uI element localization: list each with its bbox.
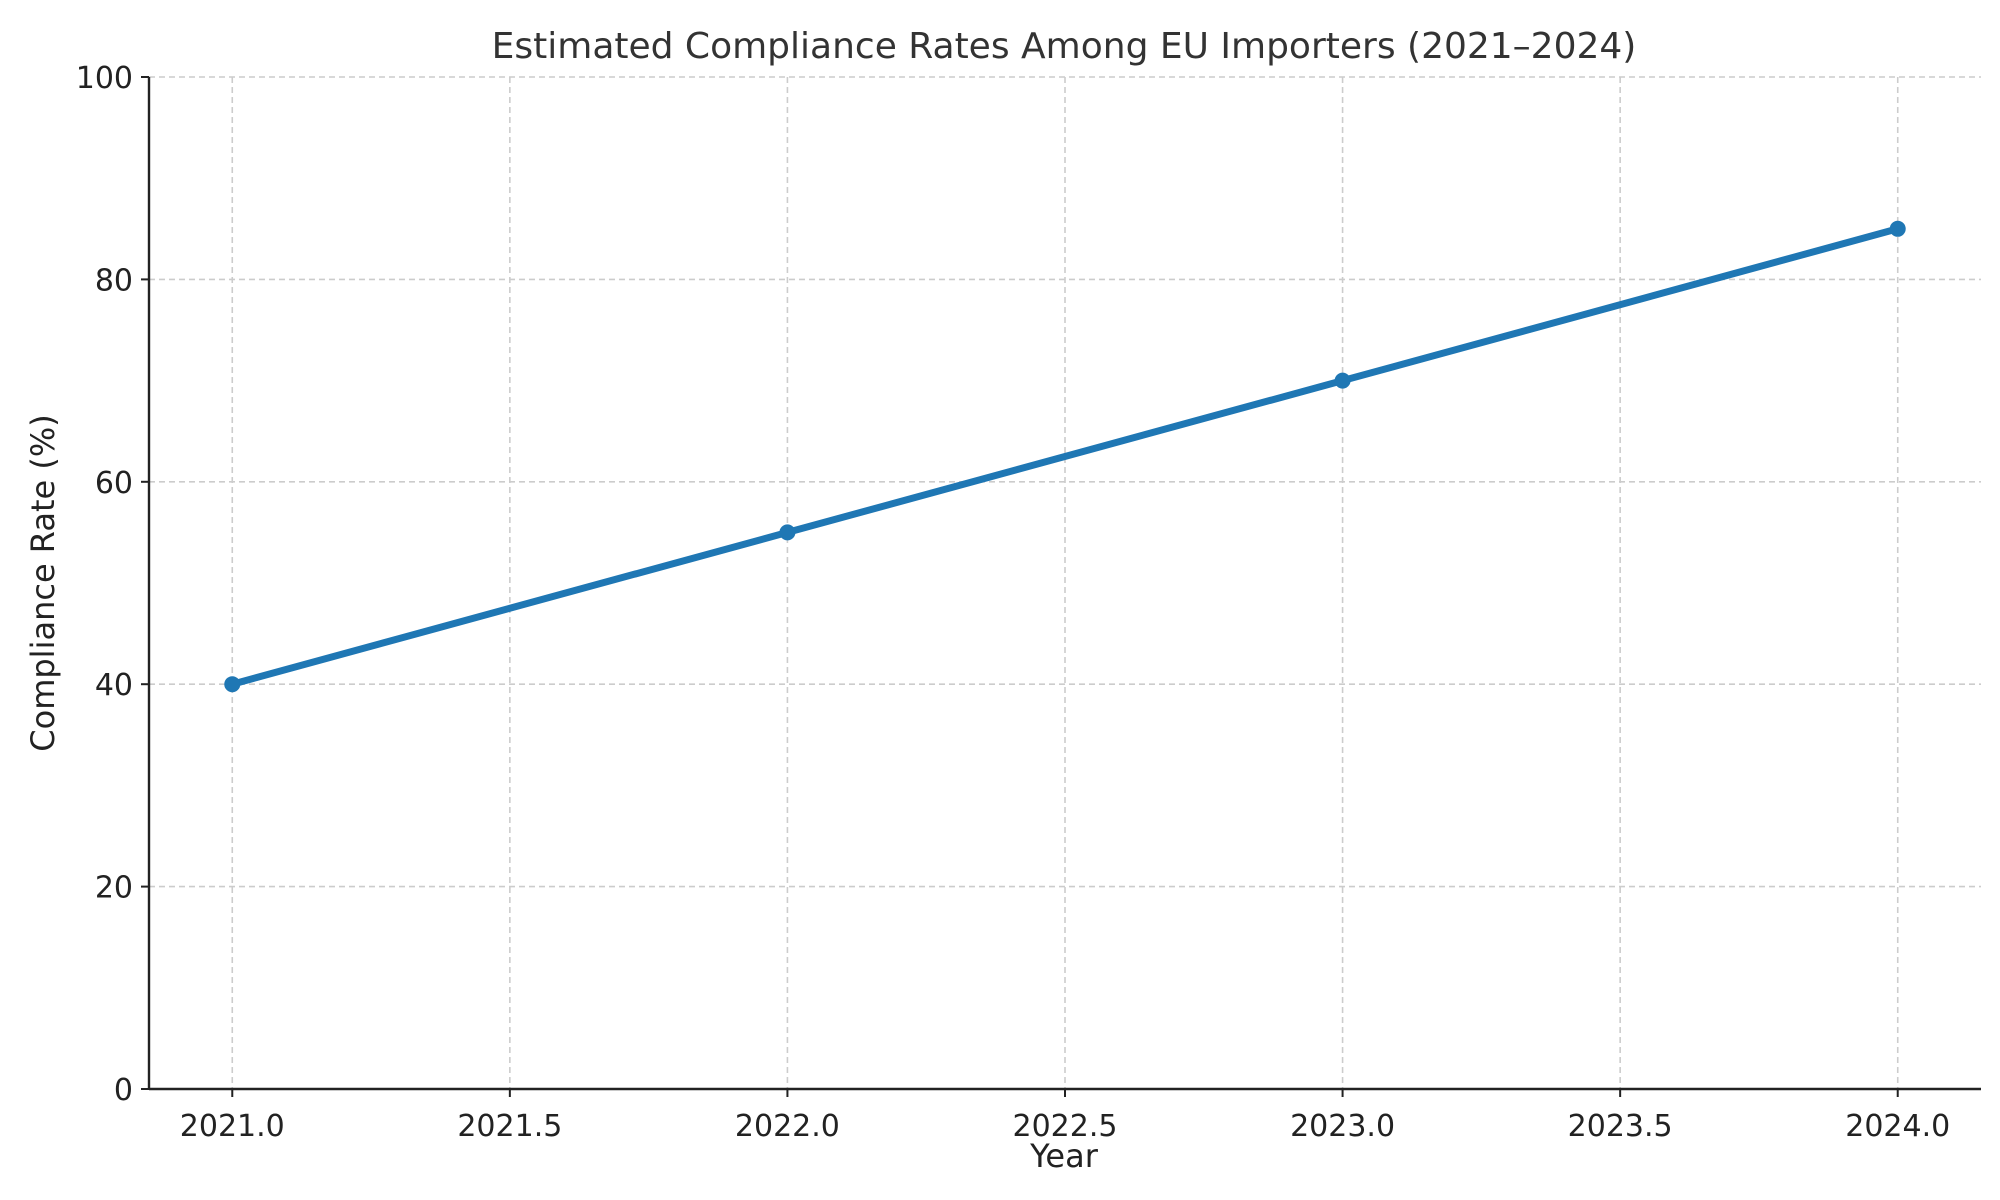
data-point [1334, 372, 1351, 389]
series-line [228, 225, 1902, 688]
data-point [224, 676, 241, 693]
data-point [779, 524, 796, 541]
x-tick-label: 2024.0 [1845, 1109, 1950, 1144]
y-tick-label: 20 [95, 871, 133, 906]
axis-ticks: 2021.0 2021.5 2022.0 2022.5 2023.0 2023.5 2024… [76, 61, 1950, 1144]
x-tick-label: 2022.0 [735, 1109, 840, 1144]
x-tick-label: 2021.0 [180, 1109, 285, 1144]
x-tick-label: 2023.5 [1568, 1109, 1673, 1144]
grid-layer [149, 76, 1981, 1089]
y-axis-label: Compliance Rate (%) [24, 414, 62, 751]
y-tick-label: 60 [95, 466, 133, 501]
y-tick-label: 100 [76, 61, 133, 96]
x-tick-label: 2021.5 [457, 1109, 562, 1144]
y-tick-label: 40 [95, 668, 133, 703]
x-tick-label: 2023.0 [1290, 1109, 1395, 1144]
chart-title: Estimated Compliance Rates Among EU Impo… [492, 26, 1637, 67]
x-tick-label: 2022.5 [1013, 1109, 1118, 1144]
y-tick-label: 0 [114, 1073, 133, 1108]
series-layer [224, 220, 1906, 693]
x-axis-label: Year [1029, 1137, 1099, 1175]
y-tick-label: 80 [95, 263, 133, 298]
data-point [1889, 220, 1906, 237]
